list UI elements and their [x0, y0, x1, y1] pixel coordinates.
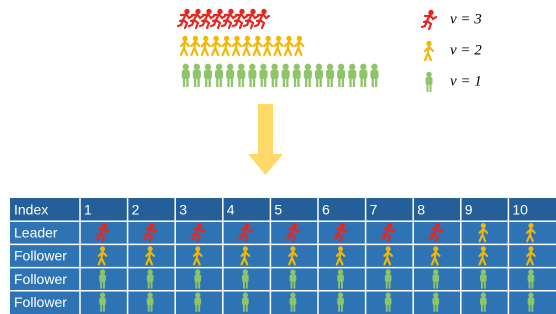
- icon-walk: [425, 41, 433, 60]
- diagram: v = 3 v = 2 v = 1 Index 1 2 3 4 5 6 7 8 9 10 Leader Fo…: [0, 0, 556, 314]
- icon-walk: [202, 36, 210, 55]
- icon-walk: [191, 36, 199, 55]
- arrow: [248, 104, 283, 175]
- icon-stand: [360, 64, 367, 87]
- header-cell: 6: [322, 201, 330, 217]
- icon-stand: [205, 64, 212, 87]
- legend-label: v = 2: [450, 42, 482, 58]
- icon-walk: [181, 36, 189, 55]
- icon-stand: [227, 64, 234, 87]
- header-cell: 4: [227, 201, 235, 217]
- legend-label: v = 1: [450, 73, 482, 89]
- table: Index 1 2 3 4 5 6 7 8 9 10 Leader Follower Follower Fo…: [10, 198, 556, 314]
- header-cell: 10: [512, 201, 528, 217]
- header-bg: [10, 198, 556, 221]
- icon-walk: [275, 36, 283, 55]
- header-cell: 9: [465, 201, 473, 217]
- icon-stand: [371, 64, 378, 87]
- icon-walk: [254, 36, 262, 55]
- icon-stand: [316, 64, 323, 87]
- icon-stand: [282, 64, 289, 87]
- header-cell: 7: [370, 201, 378, 217]
- icon-stand: [293, 64, 300, 87]
- icon-run: [255, 9, 269, 28]
- icon-stand: [338, 64, 345, 87]
- icon-stand: [426, 72, 432, 92]
- icon-stand: [260, 64, 267, 87]
- header-cell: 2: [132, 201, 140, 217]
- icon-stand: [193, 64, 200, 87]
- icon-walk: [285, 36, 293, 55]
- icon-walk: [223, 36, 231, 55]
- icon-run: [422, 10, 436, 29]
- icon-walk: [233, 36, 241, 55]
- icon-walk: [212, 36, 220, 55]
- row-label: Leader: [14, 225, 58, 241]
- header-cell: 3: [179, 201, 187, 217]
- icon-stand: [304, 64, 311, 87]
- row-label: Follower: [14, 271, 67, 287]
- legend: v = 3 v = 2 v = 1: [422, 10, 482, 92]
- icon-stand: [327, 64, 334, 87]
- icon-stand: [271, 64, 278, 87]
- icon-stand: [238, 64, 245, 87]
- header-cell: 5: [274, 201, 282, 217]
- icon-walk: [243, 36, 251, 55]
- icon-stand: [182, 64, 189, 87]
- icon-stand: [216, 64, 223, 87]
- icon-walk: [264, 36, 272, 55]
- speed-groups: [178, 9, 378, 87]
- icon-stand: [249, 64, 256, 87]
- legend-label: v = 3: [450, 11, 482, 27]
- row-label: Follower: [14, 248, 67, 264]
- row-label: Follower: [14, 294, 67, 310]
- icon-walk: [295, 36, 303, 55]
- icon-stand: [349, 64, 356, 87]
- header-cell: 1: [84, 201, 92, 217]
- header-cell: Index: [14, 201, 48, 217]
- header-cell: 8: [417, 201, 425, 217]
